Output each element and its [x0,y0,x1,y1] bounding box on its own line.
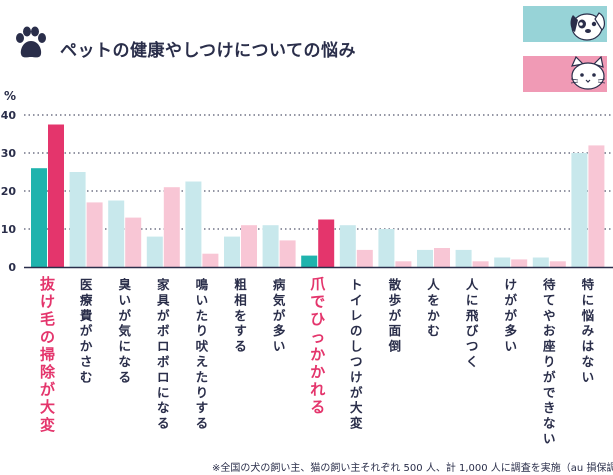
category-label: 爪でひっかかれる [310,275,326,416]
bar-cat [434,248,450,267]
bar-cat [163,187,180,267]
category-label: 抜け毛の掃除が大変 [40,275,56,434]
bar-dog [69,172,86,267]
bar-cat [318,219,335,267]
page-title: ペットの健康やしつけについての悩み [60,41,356,61]
bar-dog [571,153,588,267]
bar-dog [262,225,279,267]
category-label: 病気が多い [273,277,286,354]
category-label: 家具がボロボロになる [156,277,170,431]
bar-dog [378,229,395,267]
bar-cat [125,217,142,267]
y-tick-label: 20 [1,185,17,198]
legend-dog [523,6,607,42]
dog-face-icon [570,12,605,41]
category-label: 散歩が面倒 [388,277,402,354]
category-label: 特に悩みはない [581,277,595,384]
category-label: 医療費がかさむ [80,277,93,384]
bar-dog [494,257,511,267]
bar-dog [417,249,433,267]
bar-dog [31,168,47,267]
y-tick-label: 10 [1,223,17,236]
category-label: 粗相をする [234,277,247,354]
bar-cat [241,225,257,267]
bar-cat [48,124,64,267]
bar-cat [356,249,373,267]
y-tick-label: 30 [1,147,17,160]
bar-cat [202,253,219,267]
bar-dog [339,225,356,267]
category-label: 人に飛びつく [465,277,479,369]
bar-cat [588,145,605,267]
bar-cat [395,261,412,267]
bar-dog [108,200,125,267]
paw-icon [16,26,46,58]
bar-dog [146,236,163,267]
bar-cat [511,259,528,267]
legend-cat [523,56,607,92]
bar-cat [549,261,566,267]
category-label: 鳴いたり吠えたりする [196,277,209,431]
category-label: 待てやお座りができない [542,277,556,446]
y-tick-label: 40 [1,109,17,122]
cat-face-icon [570,56,606,90]
bar-dog [185,181,202,267]
y-axis-unit: % [4,89,16,103]
y-tick-label: 0 [8,261,16,274]
category-label: トイレのしつけが大変 [350,277,363,431]
bar-dog [455,249,472,267]
bar-cat [279,240,296,267]
bar-cat [472,261,489,267]
bar-dog [224,236,240,267]
bar-dog [532,257,549,267]
bar-dog [301,255,318,267]
footnote: ※全国の犬の飼い主、猫の飼い主それぞれ 500 人、計 1,000 人に調査を実… [212,463,613,474]
category-label: 臭いが気になる [118,277,131,384]
bar-cat [86,202,103,267]
category-label: けがが多い [504,277,517,354]
category-label: 人をかむ [427,277,440,338]
